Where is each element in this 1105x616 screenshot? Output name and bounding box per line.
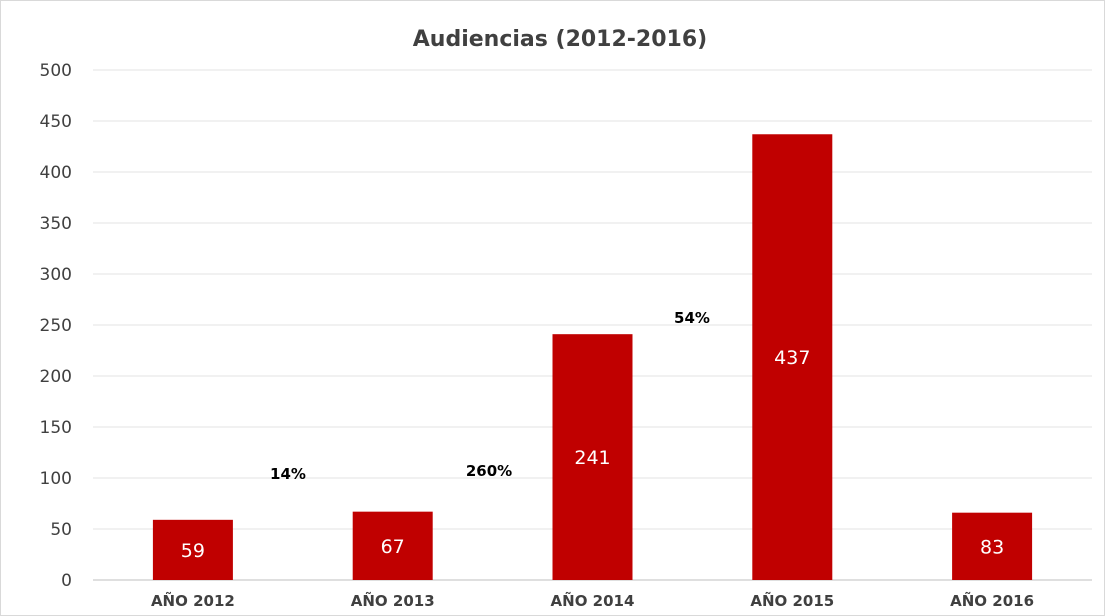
x-tick-label: AÑO 2016	[950, 591, 1034, 610]
y-tick-label: 250	[40, 316, 72, 336]
x-axis-ticks: AÑO 2012 AÑO 2013 AÑO 2014 AÑO 2015 AÑO 2016	[151, 591, 1034, 610]
x-tick-label: AÑO 2013	[351, 591, 435, 610]
bar-data-label: 437	[774, 347, 810, 369]
bar	[752, 134, 833, 580]
y-axis-ticks: 0 50 100 150 200 250 300 350 400 450 500	[40, 61, 72, 591]
y-tick-label: 400	[40, 163, 72, 183]
y-tick-label: 450	[40, 112, 72, 132]
bar-data-label: 59	[181, 540, 205, 562]
bar	[152, 519, 233, 580]
chart-title: Audiencias (2012-2016)	[413, 27, 707, 52]
y-tick-label: 100	[40, 469, 72, 489]
bar	[552, 334, 633, 580]
x-tick-label: AÑO 2012	[151, 591, 235, 610]
bar	[952, 512, 1033, 580]
y-tick-label: 300	[40, 265, 72, 285]
x-tick-label: AÑO 2014	[551, 591, 635, 610]
x-tick-label: AÑO 2015	[750, 591, 834, 610]
bar-data-label: 241	[574, 447, 610, 469]
growth-annotation: 14%	[270, 465, 306, 483]
y-tick-label: 200	[40, 367, 72, 387]
growth-annotation: 54%	[674, 309, 710, 327]
bar	[352, 511, 433, 580]
bar-data-label: 83	[980, 536, 1004, 558]
bar-data-label: 67	[381, 536, 405, 558]
growth-annotation: 260%	[466, 462, 512, 480]
gridlines	[93, 69, 1092, 581]
y-tick-label: 350	[40, 214, 72, 234]
bars: 59 67 241 437 83	[152, 134, 1033, 580]
y-tick-label: 50	[50, 520, 72, 540]
y-tick-label: 150	[40, 418, 72, 438]
y-tick-label: 0	[61, 571, 72, 591]
annotations: 14% 260% 54%	[270, 309, 710, 483]
y-tick-label: 500	[40, 61, 72, 81]
